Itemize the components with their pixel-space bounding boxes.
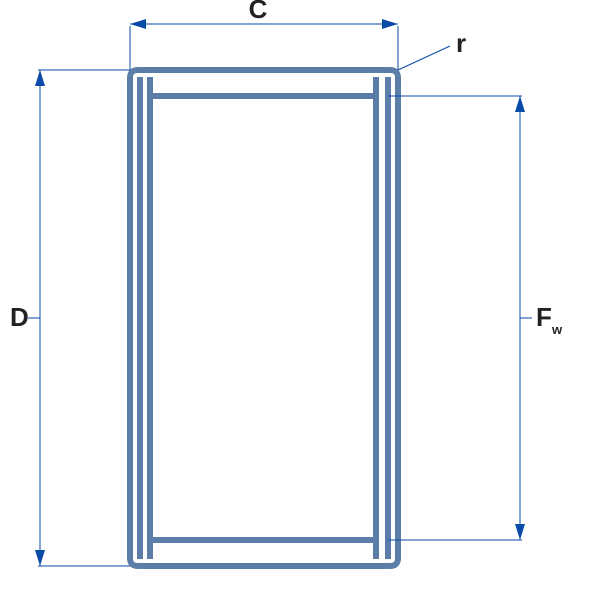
label-r: r: [456, 28, 466, 58]
arrowhead: [35, 70, 45, 86]
arrowhead: [515, 524, 525, 540]
arrowhead: [130, 19, 146, 29]
bearing-cross-section-diagram: D C Fw r: [0, 0, 600, 600]
outer-ring-outline: [130, 70, 398, 566]
arrowhead: [382, 19, 398, 29]
leader-r: [398, 46, 450, 70]
label-D: D: [10, 302, 29, 332]
label-C: C: [249, 0, 268, 24]
arrowhead: [515, 96, 525, 112]
label-Fw-sub: w: [551, 322, 563, 337]
label-Fw: F: [536, 302, 552, 332]
arrowhead: [35, 550, 45, 566]
